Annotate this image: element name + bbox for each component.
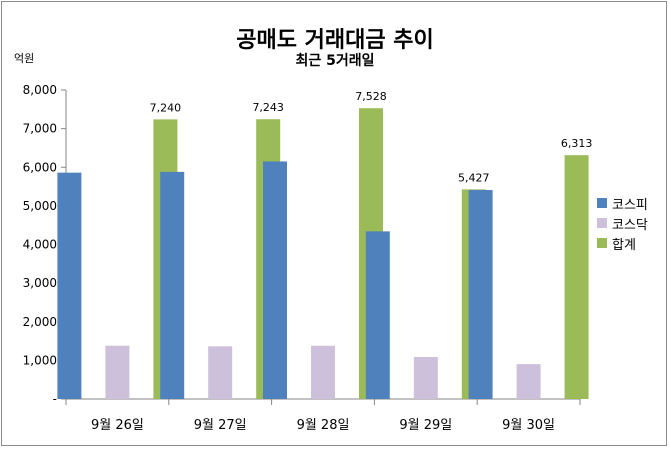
chart-title: 공매도 거래대금 추이 bbox=[236, 28, 434, 53]
bar-1 bbox=[160, 171, 185, 399]
legend-item: 코스닥 bbox=[597, 213, 648, 233]
legend-swatch bbox=[597, 218, 607, 228]
legend-label: 코스닥 bbox=[612, 217, 648, 233]
legend-label: 코스피 bbox=[612, 197, 648, 213]
bar-3 bbox=[564, 155, 589, 399]
bar-1 bbox=[468, 190, 493, 399]
y-tick-label: 3,000 bbox=[23, 276, 57, 290]
bar-2 bbox=[208, 346, 233, 399]
data-label: 6,313 bbox=[561, 137, 593, 150]
data-label: 5,427 bbox=[458, 171, 490, 184]
x-category-label: 9월 30일 bbox=[502, 418, 555, 433]
bar-1 bbox=[57, 172, 82, 399]
chart-subtitle: 최근 5거래일 bbox=[295, 53, 375, 69]
y-tick-label: 6,000 bbox=[23, 160, 57, 174]
x-category-label: 9월 26일 bbox=[91, 418, 144, 433]
y-tick-label: - bbox=[53, 392, 57, 406]
bar-2 bbox=[413, 357, 438, 399]
y-tick-label: 2,000 bbox=[23, 315, 57, 329]
y-tick-label: 7,000 bbox=[23, 122, 57, 136]
legend-item: 코스피 bbox=[597, 193, 648, 213]
bar-1 bbox=[365, 231, 390, 399]
bar-1 bbox=[263, 161, 287, 399]
x-category-label: 9월 28일 bbox=[297, 418, 350, 433]
y-tick-label: 5,000 bbox=[23, 199, 57, 213]
x-category-label: 9월 27일 bbox=[194, 418, 247, 433]
data-label: 7,240 bbox=[150, 101, 182, 114]
bar-2 bbox=[311, 345, 335, 399]
data-label: 7,243 bbox=[252, 101, 284, 114]
data-label: 7,528 bbox=[355, 90, 387, 103]
legend-swatch bbox=[597, 238, 607, 248]
y-tick-label: 1,000 bbox=[23, 353, 57, 367]
y-axis-unit-label: 억원 bbox=[14, 52, 35, 65]
bar-2 bbox=[105, 345, 130, 399]
x-category-label: 9월 29일 bbox=[399, 418, 452, 433]
y-tick-label: 8,000 bbox=[23, 83, 57, 97]
legend-item: 합계 bbox=[597, 233, 648, 253]
legend-swatch bbox=[597, 198, 607, 208]
legend-label: 합계 bbox=[612, 237, 636, 253]
bar-2 bbox=[516, 364, 541, 399]
y-tick-label: 4,000 bbox=[23, 238, 57, 252]
